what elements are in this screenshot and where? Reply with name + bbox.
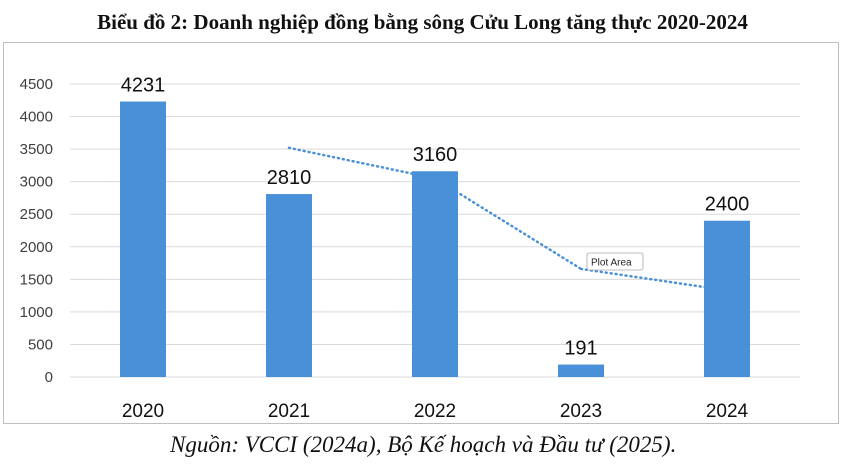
x-tick-label: 2022 (414, 401, 456, 422)
trendline-segment (579, 267, 729, 292)
bar-2020 (120, 101, 166, 377)
tooltip-box (586, 252, 644, 271)
y-tick-label: 3000 (20, 174, 53, 191)
bar-2023 (558, 364, 604, 377)
gridlines (70, 83, 800, 378)
bars (120, 101, 750, 377)
y-tick-label: 4000 (20, 109, 53, 126)
y-tick-label: 2500 (20, 206, 53, 223)
bar-2021 (266, 194, 312, 377)
y-tick-label: 2000 (20, 239, 53, 256)
data-label-2024: 2400 (705, 194, 750, 216)
tooltip-text: Plot Area (591, 258, 632, 269)
y-tick-label: 500 (28, 336, 53, 353)
trendline (287, 146, 729, 292)
plot-area-tooltip: Plot Area (586, 252, 644, 271)
data-labels: 4231 2810 3160 191 2400 (121, 75, 750, 360)
bar-2024 (704, 220, 750, 377)
bar-2022 (412, 171, 458, 377)
bar-chart: 0 500 1000 1500 2000 2500 3000 3500 4000 4500 423… (20, 75, 800, 422)
chart-title: Biểu đồ 2: Doanh nghiệp đồng bằng sông C… (97, 10, 748, 34)
data-label-2022: 3160 (413, 144, 458, 166)
y-tick-label: 0 (45, 369, 53, 386)
data-label-2021: 2810 (267, 167, 312, 189)
trendline-segment (287, 146, 437, 180)
x-tick-label: 2020 (122, 401, 164, 422)
x-tick-label: 2023 (560, 401, 602, 422)
y-tick-label: 1500 (20, 271, 53, 288)
trendline-segment (433, 177, 583, 271)
y-tick-label: 3500 (20, 141, 53, 158)
data-label-2020: 4231 (121, 75, 166, 97)
y-axis: 0 500 1000 1500 2000 2500 3000 3500 4000 4500 (20, 76, 53, 386)
y-tick-label: 1000 (20, 304, 53, 321)
x-tick-label: 2021 (268, 401, 310, 422)
x-axis: 2020 2021 2022 2023 2024 (122, 401, 749, 422)
data-label-2023: 191 (564, 338, 597, 360)
source-note: Nguồn: VCCI (2024a), Bộ Kế hoạch và Đầu … (170, 432, 677, 457)
x-tick-label: 2024 (706, 401, 749, 422)
y-tick-label: 4500 (20, 76, 53, 93)
